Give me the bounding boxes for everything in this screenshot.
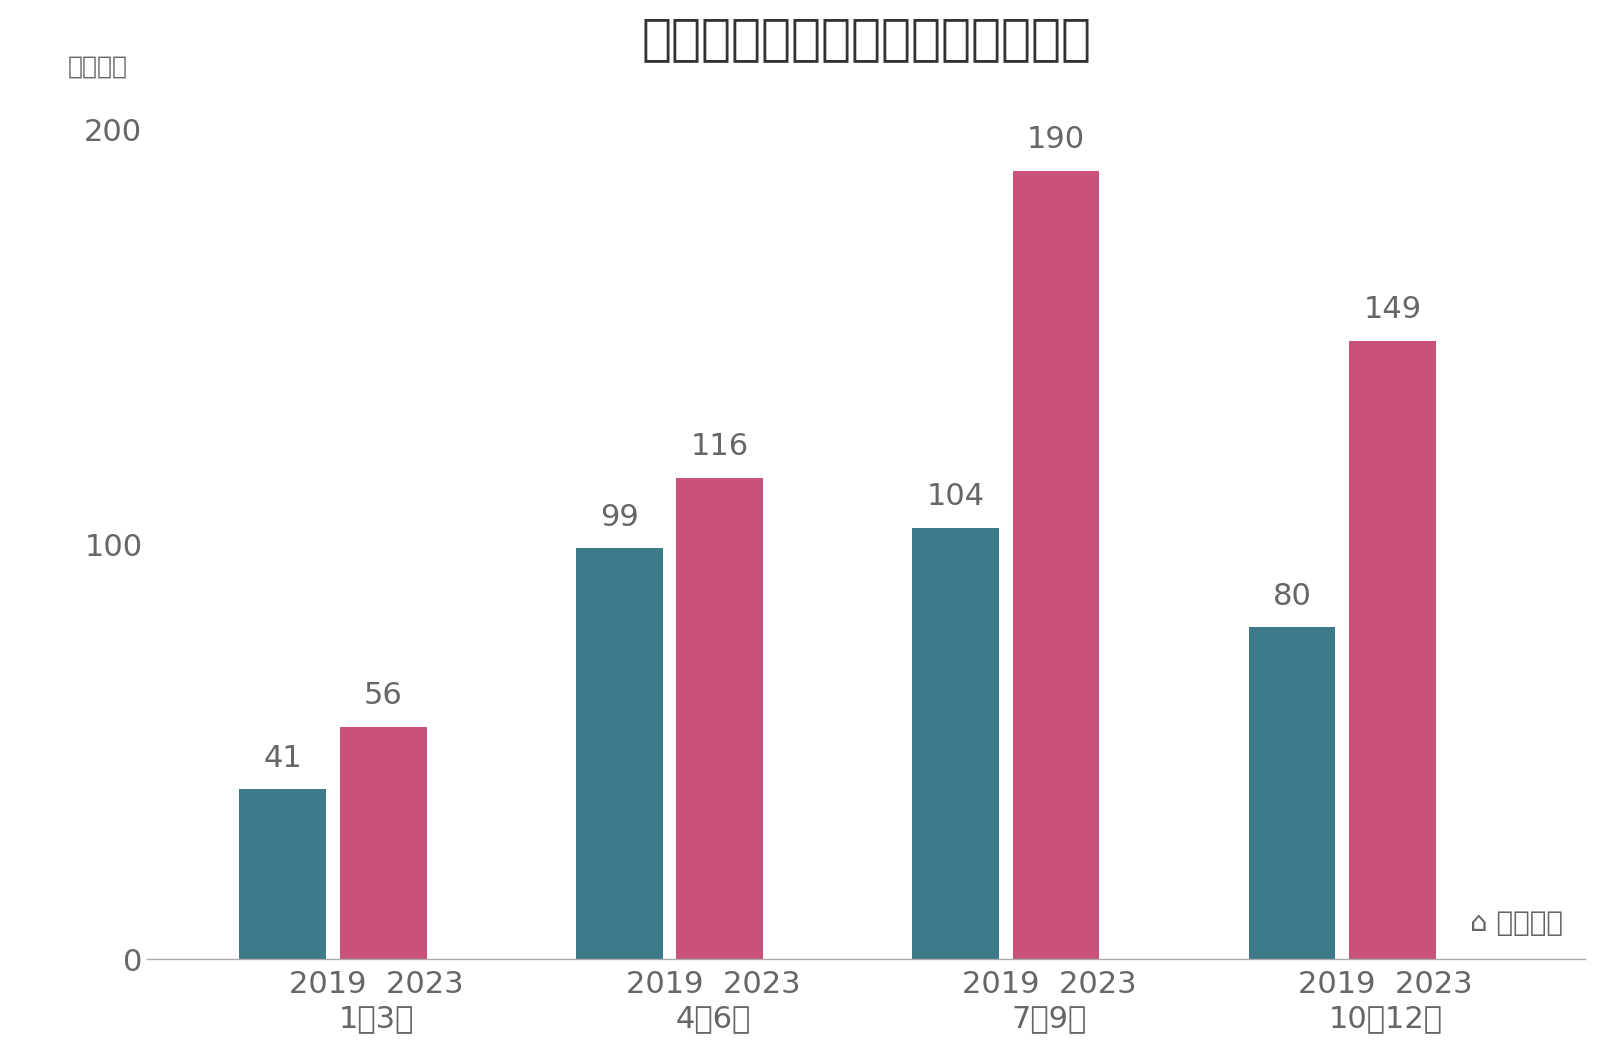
Text: 104: 104 bbox=[926, 482, 984, 511]
Text: 149: 149 bbox=[1363, 296, 1421, 324]
Bar bbox=[1248, 628, 1336, 959]
Text: 99: 99 bbox=[600, 503, 638, 531]
Bar bbox=[576, 548, 662, 959]
Title: 訪日イタリア人消費額の年間推移: 訪日イタリア人消費額の年間推移 bbox=[642, 15, 1091, 63]
Text: 56: 56 bbox=[363, 681, 403, 711]
Text: 116: 116 bbox=[691, 432, 749, 461]
Bar bbox=[1349, 341, 1435, 959]
Bar bbox=[912, 527, 998, 959]
Bar bbox=[677, 478, 763, 959]
Bar bbox=[1013, 171, 1099, 959]
Text: 190: 190 bbox=[1027, 125, 1085, 154]
Text: （億円）: （億円） bbox=[69, 54, 128, 79]
Text: 80: 80 bbox=[1272, 582, 1312, 611]
Text: ⌂ 訪日ラボ: ⌂ 訪日ラボ bbox=[1470, 910, 1563, 938]
Text: 41: 41 bbox=[264, 743, 302, 772]
Bar bbox=[339, 727, 427, 959]
Bar bbox=[240, 789, 326, 959]
